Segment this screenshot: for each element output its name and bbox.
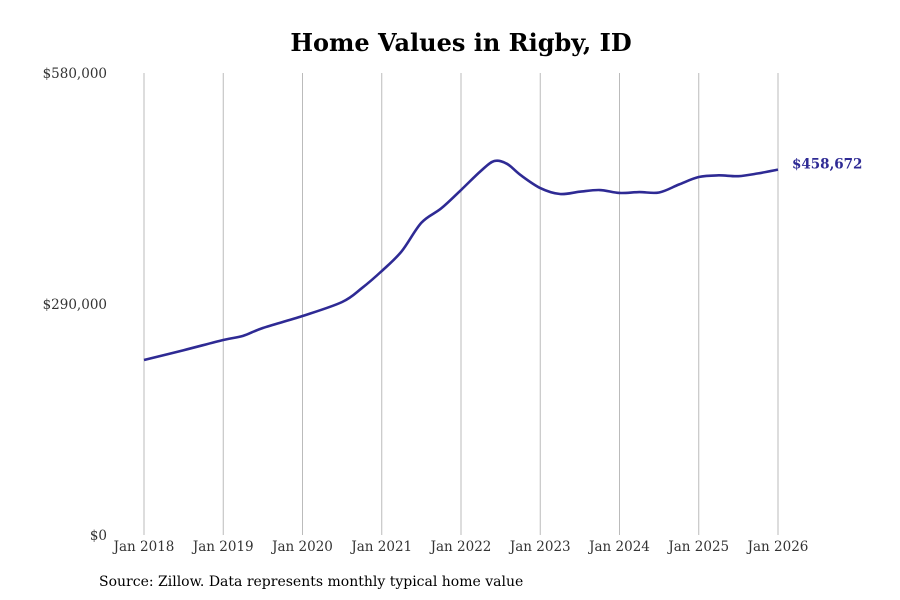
- y-tick-label: $290,000: [43, 297, 107, 313]
- x-tick-label: Jan 2021: [349, 539, 412, 555]
- x-tick-label: Jan 2026: [746, 539, 809, 555]
- x-tick-label: Jan 2018: [112, 539, 175, 555]
- end-value-label: $458,672: [792, 157, 862, 173]
- x-tick-label: Jan 2022: [429, 539, 492, 555]
- source-note: Source: Zillow. Data represents monthly …: [99, 574, 524, 590]
- x-tick-label: Jan 2024: [587, 539, 650, 555]
- y-tick-label: $0: [90, 528, 107, 544]
- x-tick-label: Jan 2023: [508, 539, 571, 555]
- y-tick-label: $580,000: [43, 66, 107, 82]
- x-tick-label: Jan 2020: [270, 539, 333, 555]
- series-line-home-value: [143, 159, 779, 362]
- x-tick-label: Jan 2025: [666, 539, 729, 555]
- x-tick-label: Jan 2019: [191, 539, 254, 555]
- chart-title: Home Values in Rigby, ID: [290, 28, 631, 57]
